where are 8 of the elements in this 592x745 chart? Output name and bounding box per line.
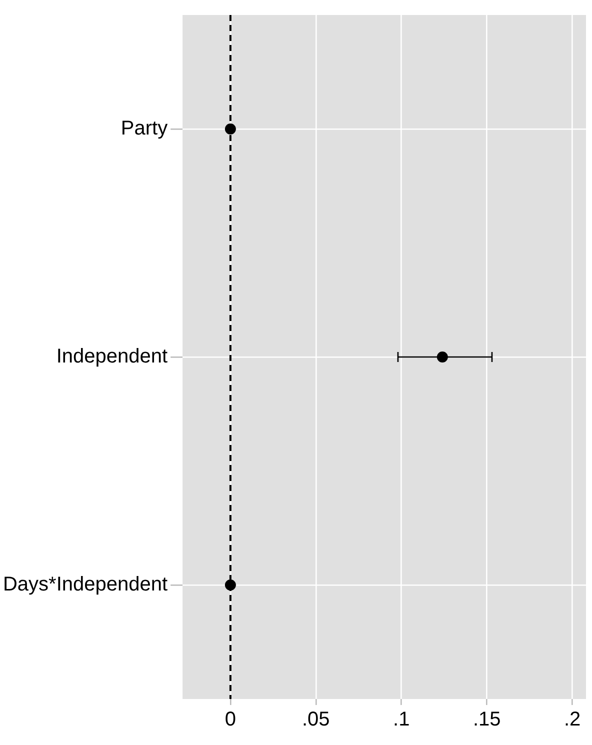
x-tick-label: 0	[224, 708, 236, 731]
x-tick-label: .05	[302, 708, 330, 731]
x-tick-label: .15	[472, 708, 501, 731]
y-tick-label: Independent	[56, 346, 168, 368]
x-tick-label: .2	[564, 708, 581, 731]
x-tick-label: .1	[393, 708, 410, 731]
y-tick-label: Days*Independent	[2, 574, 168, 596]
y-tick-label: Party	[120, 118, 168, 140]
